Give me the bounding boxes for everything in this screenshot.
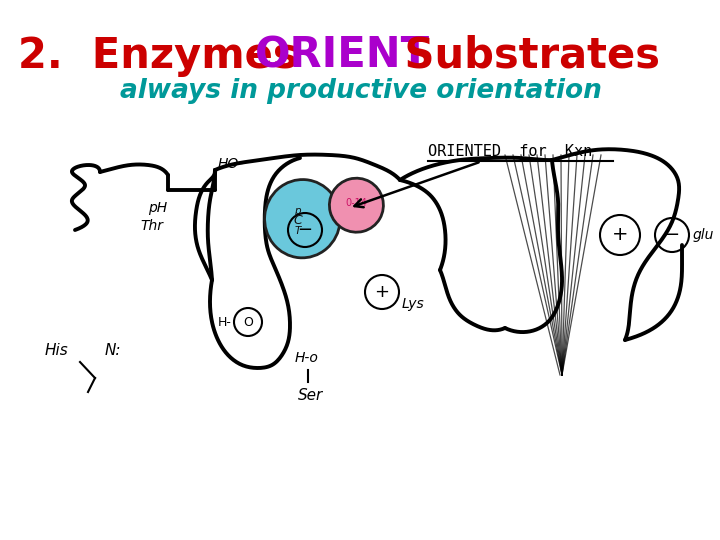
Text: always in productive orientation: always in productive orientation: [120, 78, 602, 104]
Text: ORIENTED  for  Kxn: ORIENTED for Kxn: [354, 144, 593, 207]
Text: Lys: Lys: [402, 297, 425, 311]
Text: p: p: [294, 206, 301, 215]
Text: T: T: [294, 226, 300, 235]
Text: −: −: [297, 221, 312, 239]
Text: H-: H-: [218, 315, 232, 328]
Text: N:: N:: [105, 343, 122, 358]
Text: 0-14: 0-14: [346, 198, 367, 208]
Ellipse shape: [330, 178, 383, 232]
Text: C: C: [293, 214, 302, 227]
Text: H-o: H-o: [295, 351, 319, 365]
Text: +: +: [374, 283, 390, 301]
Text: ORIENT: ORIENT: [255, 35, 430, 77]
Text: Thr: Thr: [140, 219, 163, 233]
Ellipse shape: [264, 180, 341, 258]
Text: −: −: [665, 226, 680, 244]
Text: Ser: Ser: [298, 388, 323, 403]
Text: Substrates: Substrates: [390, 35, 660, 77]
Text: pH: pH: [148, 201, 167, 215]
Text: +: +: [612, 226, 629, 245]
Text: His: His: [45, 343, 68, 358]
Text: O: O: [243, 315, 253, 328]
Text: glu: glu: [693, 228, 714, 242]
Text: HO-: HO-: [218, 157, 244, 171]
Text: 2.  Enzymes: 2. Enzymes: [18, 35, 312, 77]
